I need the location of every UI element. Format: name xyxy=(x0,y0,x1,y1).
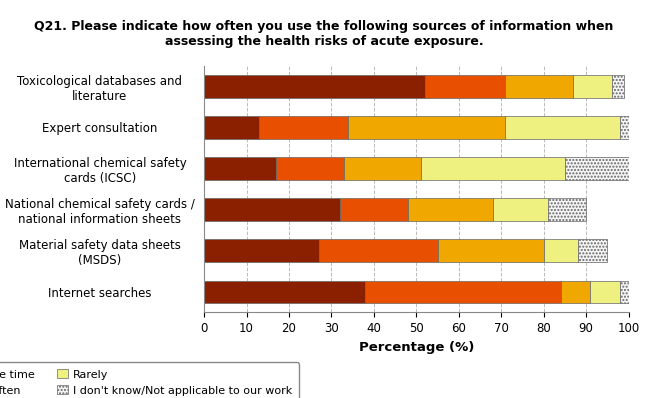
Bar xyxy=(340,198,408,221)
Bar xyxy=(544,240,577,262)
Bar xyxy=(505,116,620,139)
Bar xyxy=(425,75,505,98)
Bar xyxy=(204,157,276,180)
Bar xyxy=(590,281,620,303)
Bar xyxy=(573,75,612,98)
Bar xyxy=(505,75,573,98)
Bar xyxy=(561,281,590,303)
Bar xyxy=(344,157,421,180)
Bar xyxy=(204,75,425,98)
Bar xyxy=(259,116,349,139)
Bar xyxy=(437,240,544,262)
Bar xyxy=(408,198,492,221)
Bar xyxy=(349,116,505,139)
Bar xyxy=(548,198,586,221)
X-axis label: Percentage (%): Percentage (%) xyxy=(358,341,474,354)
Bar xyxy=(276,157,344,180)
Bar xyxy=(319,240,437,262)
Legend: Almost all the time, Somewhat often, Occasionally, Rarely, I don't know/Not appl: Almost all the time, Somewhat often, Occ… xyxy=(0,363,299,398)
Bar xyxy=(365,281,561,303)
Bar xyxy=(204,281,365,303)
Bar xyxy=(421,157,565,180)
Bar xyxy=(612,75,624,98)
Bar xyxy=(620,281,629,303)
Bar xyxy=(204,198,340,221)
Text: Q21. Please indicate how often you use the following sources of information when: Q21. Please indicate how often you use t… xyxy=(34,20,614,48)
Bar xyxy=(204,240,319,262)
Bar xyxy=(565,157,629,180)
Bar xyxy=(204,116,259,139)
Bar xyxy=(620,116,629,139)
Bar xyxy=(577,240,607,262)
Bar xyxy=(492,198,548,221)
